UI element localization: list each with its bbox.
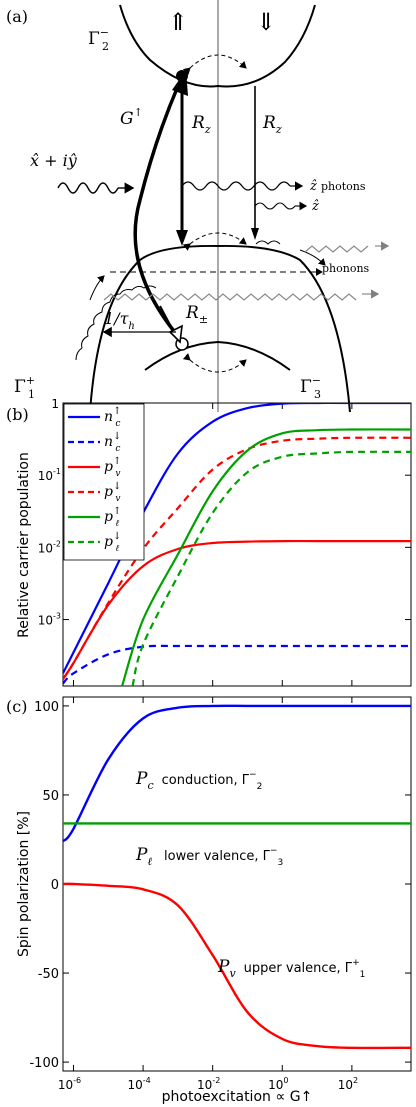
plot-b-ticks: 10-3 10-2 10-1 1 bbox=[38, 397, 411, 686]
panel-c-chart: (c) -100 -50 0 50 100 10-6 10-4 10-2 100 102 Spin… bbox=[6, 696, 412, 1105]
rz-right-arrowhead bbox=[251, 228, 259, 240]
spin-down-arrow: ⇓ bbox=[256, 8, 276, 36]
plot-b-ytick-label: 10-3 bbox=[38, 612, 61, 628]
annotation-pl: Pℓ lower valence, Γ−3 bbox=[135, 845, 283, 868]
rpm-label: R± bbox=[185, 303, 208, 326]
phonon-zigzag-top bbox=[304, 245, 369, 253]
gamma3-label: Γ− 3 bbox=[300, 374, 321, 401]
plot-c-frame bbox=[62, 696, 412, 1072]
gamma2-label: Γ− 2 bbox=[88, 26, 109, 53]
lower-valence-band bbox=[144, 340, 291, 371]
gamma1-label: Γ+ 1 bbox=[14, 374, 35, 401]
rz-left-arrowhead bbox=[176, 230, 188, 246]
plot-c-ticks: -100 -50 0 50 100 10-6 10-4 10-2 100 102 bbox=[29, 697, 411, 1092]
legend-entry: p↑ ℓ bbox=[104, 506, 121, 529]
series-line-pℓ-up bbox=[121, 428, 411, 686]
plot-b-ytick-label: 1 bbox=[51, 397, 59, 411]
plot-b-ytick-label: 10-1 bbox=[38, 467, 61, 483]
legend-entry: n↓ c bbox=[104, 431, 121, 454]
z-label: ẑ bbox=[311, 199, 319, 214]
plot-c-xtick-label: 102 bbox=[338, 1076, 358, 1092]
plot-c-xtick-label: 100 bbox=[268, 1076, 288, 1092]
plot-c-ytick-label: 0 bbox=[51, 878, 59, 893]
conduction-band-curve bbox=[119, 4, 316, 88]
plot-c-ytick-label: 50 bbox=[42, 789, 59, 804]
phonon-zigzag-bottom bbox=[103, 293, 357, 301]
legend-entry: p↓ v bbox=[104, 481, 121, 504]
plot-b-ytick-label: 10-2 bbox=[38, 539, 61, 555]
series-line-pv-down bbox=[63, 436, 411, 680]
phonon-scallop-right bbox=[255, 240, 281, 245]
spin-up-arrow: ⇑ bbox=[168, 8, 188, 36]
conduction-spinflip-arrow bbox=[182, 54, 247, 76]
plot-b-lines bbox=[63, 403, 411, 686]
valence-spinflip-arrow bbox=[182, 232, 247, 251]
series-line-P_c bbox=[62, 704, 411, 843]
legend-entry: p↓ ℓ bbox=[104, 531, 121, 554]
panel-b-chart: (b) 10-3 10-2 10-1 1 Relative carrier popul… bbox=[6, 397, 412, 687]
plot-c-xtick-label: 10-4 bbox=[127, 1076, 150, 1092]
plot-c-lines bbox=[62, 704, 412, 1050]
series-line-P_v bbox=[62, 882, 412, 1050]
series-line-nc-down bbox=[63, 644, 411, 685]
rz-left-label: Rz bbox=[191, 113, 211, 136]
annotation-pc: Pc conduction, Γ−2 bbox=[135, 769, 262, 792]
photon-emission-right bbox=[254, 202, 296, 210]
plot-c-xlabel: photoexcitation ∝ G↑ bbox=[162, 1089, 313, 1105]
plot-c-ytick-label: 100 bbox=[34, 700, 59, 715]
series-line-nc-up bbox=[63, 403, 411, 674]
plot-b-ylabel: Relative carrier population bbox=[16, 452, 32, 638]
plot-c-ylabel: Spin polarization [%] bbox=[16, 811, 32, 957]
plot-c-xtick-label: 10-6 bbox=[58, 1076, 81, 1092]
hole-hollow-arrowhead bbox=[168, 324, 183, 344]
relax-arrow-right bbox=[299, 249, 326, 266]
series-line-pv-up bbox=[63, 539, 411, 680]
photon-emission-left bbox=[181, 181, 291, 191]
phonon-scallop-left bbox=[75, 285, 157, 361]
phonons-label: phonons bbox=[322, 262, 370, 275]
panel-a-diagram: (a) ⇑ ⇓ Γ− 2 G↑ x̂ + iŷ Rz Rz ẑ photons bbox=[6, 0, 390, 413]
plot-b-frame bbox=[62, 402, 412, 687]
plot-c-xtick-label: 10-2 bbox=[197, 1076, 220, 1092]
legend-entry: n↑ c bbox=[104, 406, 121, 429]
plot-b-legend: n↑ c n↓ c p↑ v p↓ v p↑ ℓ p↓ ℓ bbox=[63, 403, 145, 561]
relax-arrow-left bbox=[89, 275, 105, 301]
generation-arrow bbox=[133, 85, 185, 344]
series-line-pℓ-down bbox=[131, 450, 411, 686]
annotation-pv: Pv upper valence, Γ+1 bbox=[217, 957, 365, 980]
tau-label: 1/τh bbox=[104, 309, 135, 332]
legend-box bbox=[63, 403, 145, 561]
generation-label: G↑ bbox=[120, 106, 143, 129]
plot-c-ytick-label: -50 bbox=[38, 967, 59, 982]
light-coil bbox=[57, 182, 119, 194]
lower-valence-spinflip-arrow bbox=[182, 353, 247, 373]
light-polarization-label: x̂ + iŷ bbox=[30, 151, 78, 170]
panel-a-label: (a) bbox=[6, 7, 28, 26]
panel-b-label: (b) bbox=[6, 405, 29, 424]
legend-entry: p↑ v bbox=[104, 456, 121, 479]
plot-c-ytick-label: -100 bbox=[29, 1056, 59, 1071]
generation-arrowhead bbox=[172, 70, 188, 96]
photons-label: ẑ photons bbox=[309, 179, 366, 194]
panel-c-label: (c) bbox=[6, 697, 27, 716]
rz-right-label: Rz bbox=[262, 113, 282, 136]
